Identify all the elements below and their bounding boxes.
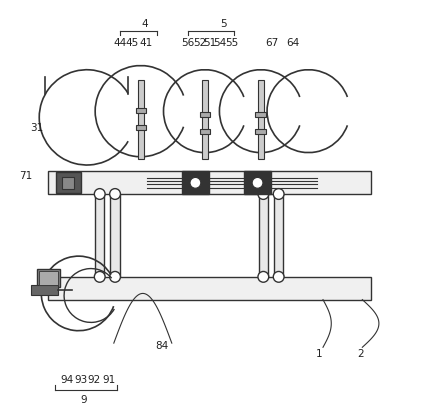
Text: 54: 54: [214, 38, 227, 48]
Circle shape: [110, 271, 120, 282]
Text: 51: 51: [203, 38, 217, 48]
Text: 2: 2: [357, 349, 364, 359]
Circle shape: [273, 188, 284, 199]
Text: 52: 52: [193, 38, 206, 48]
Text: 31: 31: [31, 123, 44, 133]
Circle shape: [258, 271, 269, 282]
Bar: [110, 194, 120, 277]
Text: 45: 45: [126, 38, 139, 48]
Bar: [259, 194, 268, 277]
Text: 41: 41: [140, 38, 153, 48]
Circle shape: [94, 188, 105, 199]
Text: 84: 84: [155, 341, 168, 351]
Text: 67: 67: [265, 38, 279, 48]
Circle shape: [94, 271, 105, 282]
Bar: [37, 269, 60, 287]
Bar: [39, 271, 58, 285]
Text: 5: 5: [220, 19, 227, 29]
Bar: [31, 285, 58, 296]
Bar: [95, 194, 104, 277]
Bar: [136, 125, 146, 130]
Bar: [138, 80, 144, 159]
Bar: [256, 129, 266, 134]
Text: 9: 9: [81, 395, 87, 405]
Circle shape: [190, 177, 201, 188]
Text: 92: 92: [88, 375, 101, 385]
Bar: [62, 177, 74, 188]
Bar: [258, 80, 264, 159]
Text: 44: 44: [113, 38, 127, 48]
Bar: [244, 171, 271, 194]
Circle shape: [258, 188, 269, 199]
Bar: [136, 108, 146, 113]
Text: 1: 1: [315, 349, 322, 359]
Bar: [202, 80, 208, 159]
Bar: [199, 113, 210, 117]
Text: 4: 4: [142, 19, 148, 29]
Text: 94: 94: [61, 375, 74, 385]
Bar: [274, 194, 283, 277]
Circle shape: [273, 271, 284, 282]
Text: 91: 91: [102, 375, 116, 385]
Bar: [47, 277, 371, 300]
Text: 56: 56: [181, 38, 194, 48]
Bar: [256, 113, 266, 117]
Text: 64: 64: [286, 38, 299, 48]
Bar: [199, 129, 210, 134]
Bar: [47, 171, 371, 194]
Text: 55: 55: [225, 38, 238, 48]
Text: 71: 71: [19, 171, 33, 181]
Bar: [56, 173, 81, 193]
Bar: [182, 171, 209, 194]
Text: 93: 93: [74, 375, 87, 385]
Circle shape: [252, 177, 263, 188]
Circle shape: [110, 188, 120, 199]
